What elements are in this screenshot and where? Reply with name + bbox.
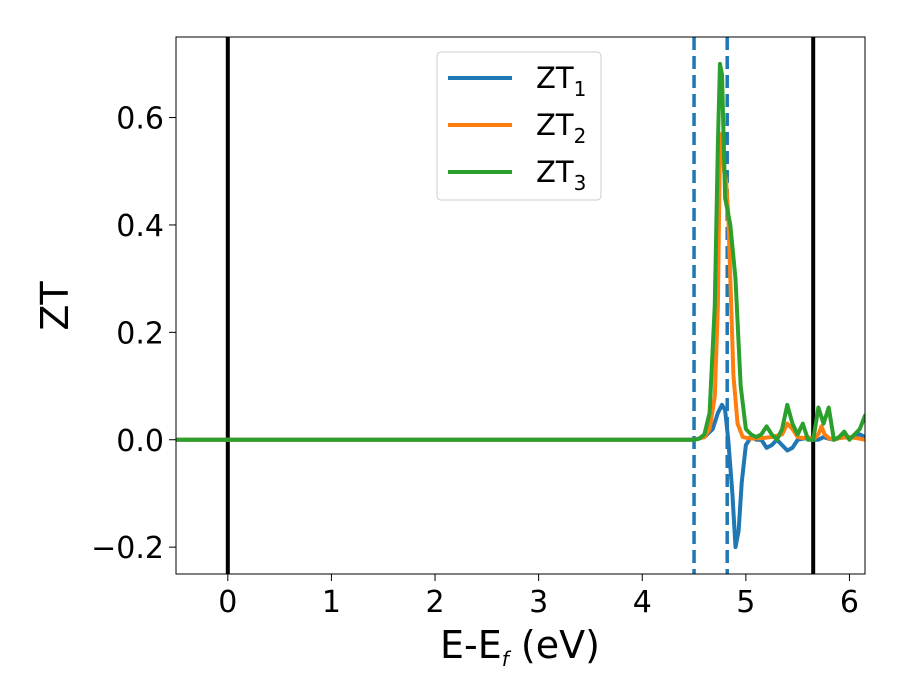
legend-label-zt3: ZT3: [536, 155, 586, 195]
y-tick-label-1: 0.0: [116, 424, 164, 459]
x-tick-label-6: 6: [840, 585, 859, 620]
plot-area-frame: [175, 36, 866, 575]
y-tick-label-2: 0.2: [116, 316, 164, 351]
x-tick-label-4: 4: [633, 585, 652, 620]
series-line-zt2: [176, 131, 865, 442]
x-axis-label: E-Ef (eV): [440, 623, 600, 671]
x-tick-label-1: 1: [322, 585, 341, 620]
x-tick-label-2: 2: [425, 585, 444, 620]
legend: ZT1 ZT2 ZT3: [436, 51, 602, 201]
x-tick-label-3: 3: [529, 585, 548, 620]
legend-box: [436, 51, 602, 201]
x-tick-label-5: 5: [736, 585, 755, 620]
legend-label-zt1: ZT1: [536, 61, 586, 101]
y-tick-label-3: 0.4: [116, 209, 164, 244]
y-axis-label: ZT: [33, 281, 77, 331]
legend-label-zt2: ZT2: [536, 108, 586, 148]
y-tick-label-0: −0.2: [91, 531, 164, 566]
series-line-zt3: [176, 61, 865, 442]
y-tick-label-4: 0.6: [116, 102, 164, 137]
x-tick-label-0: 0: [218, 585, 237, 620]
